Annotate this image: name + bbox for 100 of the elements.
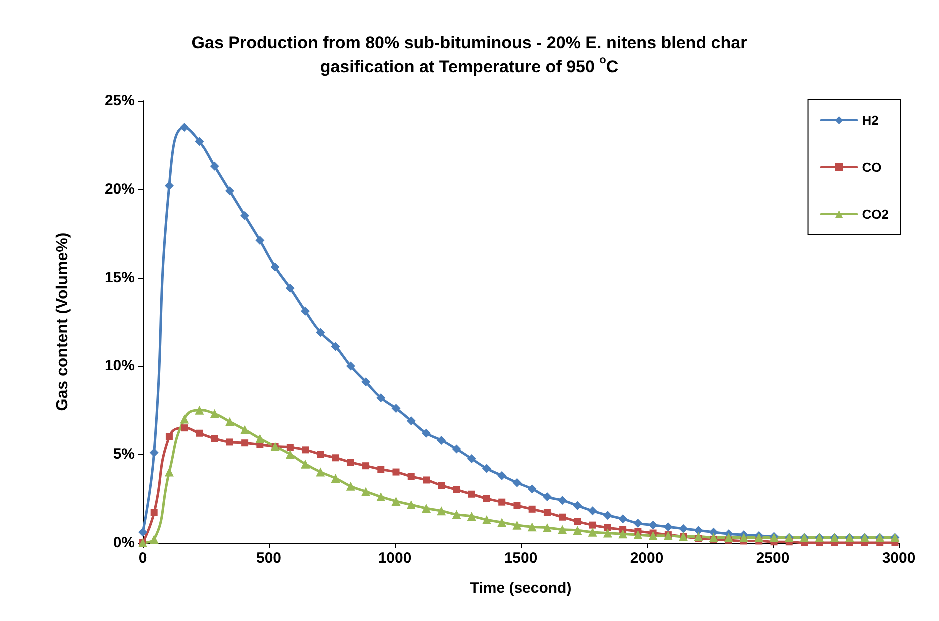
point [467, 454, 476, 464]
point [286, 450, 295, 460]
point [286, 444, 294, 452]
legend-label: CO2 [862, 207, 890, 222]
point [648, 531, 658, 540]
point [180, 414, 190, 424]
point [438, 482, 446, 490]
x-tick-label: 3000 [882, 550, 916, 567]
x-tick-label: 500 [256, 550, 282, 567]
point [242, 440, 249, 447]
point [392, 404, 401, 414]
point [709, 533, 718, 542]
point [150, 509, 158, 516]
point [618, 514, 628, 524]
point [256, 434, 265, 444]
point [573, 526, 582, 536]
point [603, 511, 612, 520]
point [634, 530, 643, 540]
x-tick-label: 2000 [630, 550, 664, 567]
point [225, 417, 234, 426]
point [346, 362, 356, 371]
point [408, 473, 415, 480]
point [316, 468, 326, 477]
point [423, 476, 430, 484]
point [648, 520, 658, 530]
point [482, 464, 492, 474]
point [302, 446, 310, 454]
point [559, 514, 566, 521]
point [573, 501, 582, 510]
point [694, 526, 704, 536]
point [376, 394, 386, 403]
point [346, 482, 356, 491]
point [181, 424, 188, 432]
point [437, 436, 446, 445]
point [211, 435, 218, 442]
point [694, 532, 704, 542]
x-tick-label: 2500 [756, 550, 790, 567]
point [468, 490, 476, 498]
point [378, 466, 385, 474]
point [210, 162, 220, 171]
point [498, 498, 506, 506]
y-tick-label: 20% [104, 180, 135, 198]
point [225, 186, 234, 196]
point [331, 342, 340, 352]
point [482, 516, 492, 525]
point [512, 478, 522, 488]
point [422, 504, 431, 514]
point [392, 468, 400, 476]
point [664, 522, 673, 532]
point [210, 409, 220, 418]
point [588, 528, 598, 537]
point [331, 474, 340, 483]
point [286, 284, 295, 293]
point [316, 328, 326, 338]
point [453, 486, 460, 494]
point [301, 306, 310, 316]
point [740, 533, 749, 542]
y-tick-label: 10% [104, 358, 135, 375]
point [528, 484, 537, 494]
point [240, 211, 250, 220]
point [634, 519, 643, 528]
legend-label: CO [862, 160, 882, 175]
point [376, 492, 386, 502]
point [528, 522, 537, 532]
point [558, 525, 568, 534]
point [528, 506, 536, 513]
point [467, 512, 476, 521]
point [679, 524, 688, 534]
point [558, 496, 568, 506]
point [514, 502, 521, 510]
point [195, 137, 204, 146]
point [166, 433, 173, 440]
point [724, 533, 734, 542]
legend-label: H2 [862, 113, 879, 128]
y-tick-label: 5% [113, 446, 135, 464]
y-axis-title: Gas content (Volume%) [54, 232, 72, 412]
y-tick-label: 0% [113, 534, 135, 552]
point [512, 520, 522, 530]
point [362, 462, 370, 470]
point [317, 451, 324, 458]
point [574, 518, 582, 526]
point [589, 522, 596, 529]
point [542, 523, 552, 532]
point [196, 430, 204, 437]
x-tick-label: 1000 [378, 550, 412, 567]
point [362, 487, 371, 496]
point [226, 438, 234, 446]
point [347, 459, 354, 466]
y-tick-label: 25% [104, 92, 135, 110]
point [483, 495, 490, 502]
point [406, 416, 416, 426]
point [270, 262, 280, 272]
point [138, 528, 148, 537]
point [406, 500, 416, 510]
point [603, 528, 612, 538]
point [452, 510, 462, 520]
point [256, 236, 265, 246]
point [422, 428, 431, 438]
point [437, 506, 446, 516]
x-tick-label: 0 [138, 550, 148, 567]
